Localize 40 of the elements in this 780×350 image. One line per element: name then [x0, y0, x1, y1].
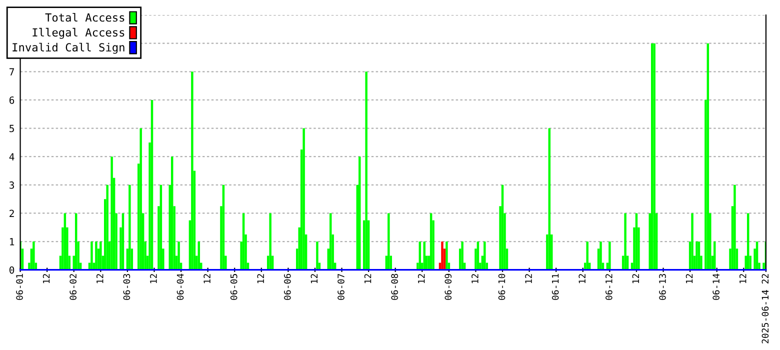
legend-label: Invalid Call Sign: [12, 42, 124, 54]
x-tick-label: 12: [364, 274, 372, 284]
x-tick-label: 12: [204, 274, 210, 284]
y-tick-label: 5: [10, 124, 14, 132]
x-tick-label: 12: [42, 274, 50, 284]
x-tick-label: 12: [472, 274, 478, 284]
x-tick-label: 2025-06-14 22: [762, 274, 769, 344]
x-tick-label: 12: [739, 274, 746, 284]
x-tick-label: 06-12: [605, 274, 612, 300]
x-tick-label: 12: [632, 274, 639, 284]
x-tick-label: 12: [150, 274, 157, 284]
y-tick-label: 3: [10, 181, 14, 189]
x-tick-label: 06-05: [230, 274, 238, 300]
y-tick-label: 6: [10, 96, 14, 104]
x-tick-label: 12: [525, 274, 532, 284]
y-tick-label: 2: [10, 210, 14, 217]
y-tick-label: 1: [10, 238, 14, 246]
x-tick-label: 06-10: [498, 274, 506, 300]
x-tick-label: 12: [686, 274, 693, 284]
x-tick-label: 12: [578, 274, 586, 284]
legend-label: Total Access: [45, 13, 124, 22]
x-tick-label: 06-11: [552, 274, 559, 300]
y-tick-label: 7: [10, 68, 14, 76]
x-tick-label: 06-06: [284, 274, 291, 300]
x-tick-label: 12: [257, 274, 264, 284]
y-tick-label: 4: [9, 153, 14, 160]
x-tick-label: 12: [310, 274, 318, 284]
x-tick-label: 06-02: [70, 274, 77, 300]
y-tick-label: 0: [10, 266, 14, 274]
x-tick-label: 12: [96, 274, 104, 284]
legend-label: Illegal Access: [32, 28, 124, 39]
x-tick-label: 06-09: [444, 274, 452, 300]
x-tick-label: 06-13: [659, 274, 666, 300]
x-tick-label: 06-03: [123, 274, 130, 300]
x-tick-label: 06-01: [16, 274, 23, 300]
x-tick-label: 12: [418, 274, 425, 284]
x-tick-label: 06-04: [176, 274, 184, 300]
x-tick-label: 06-07: [338, 274, 344, 300]
x-tick-label: 06-08: [391, 274, 398, 300]
x-tick-label: 06-14: [712, 274, 720, 300]
